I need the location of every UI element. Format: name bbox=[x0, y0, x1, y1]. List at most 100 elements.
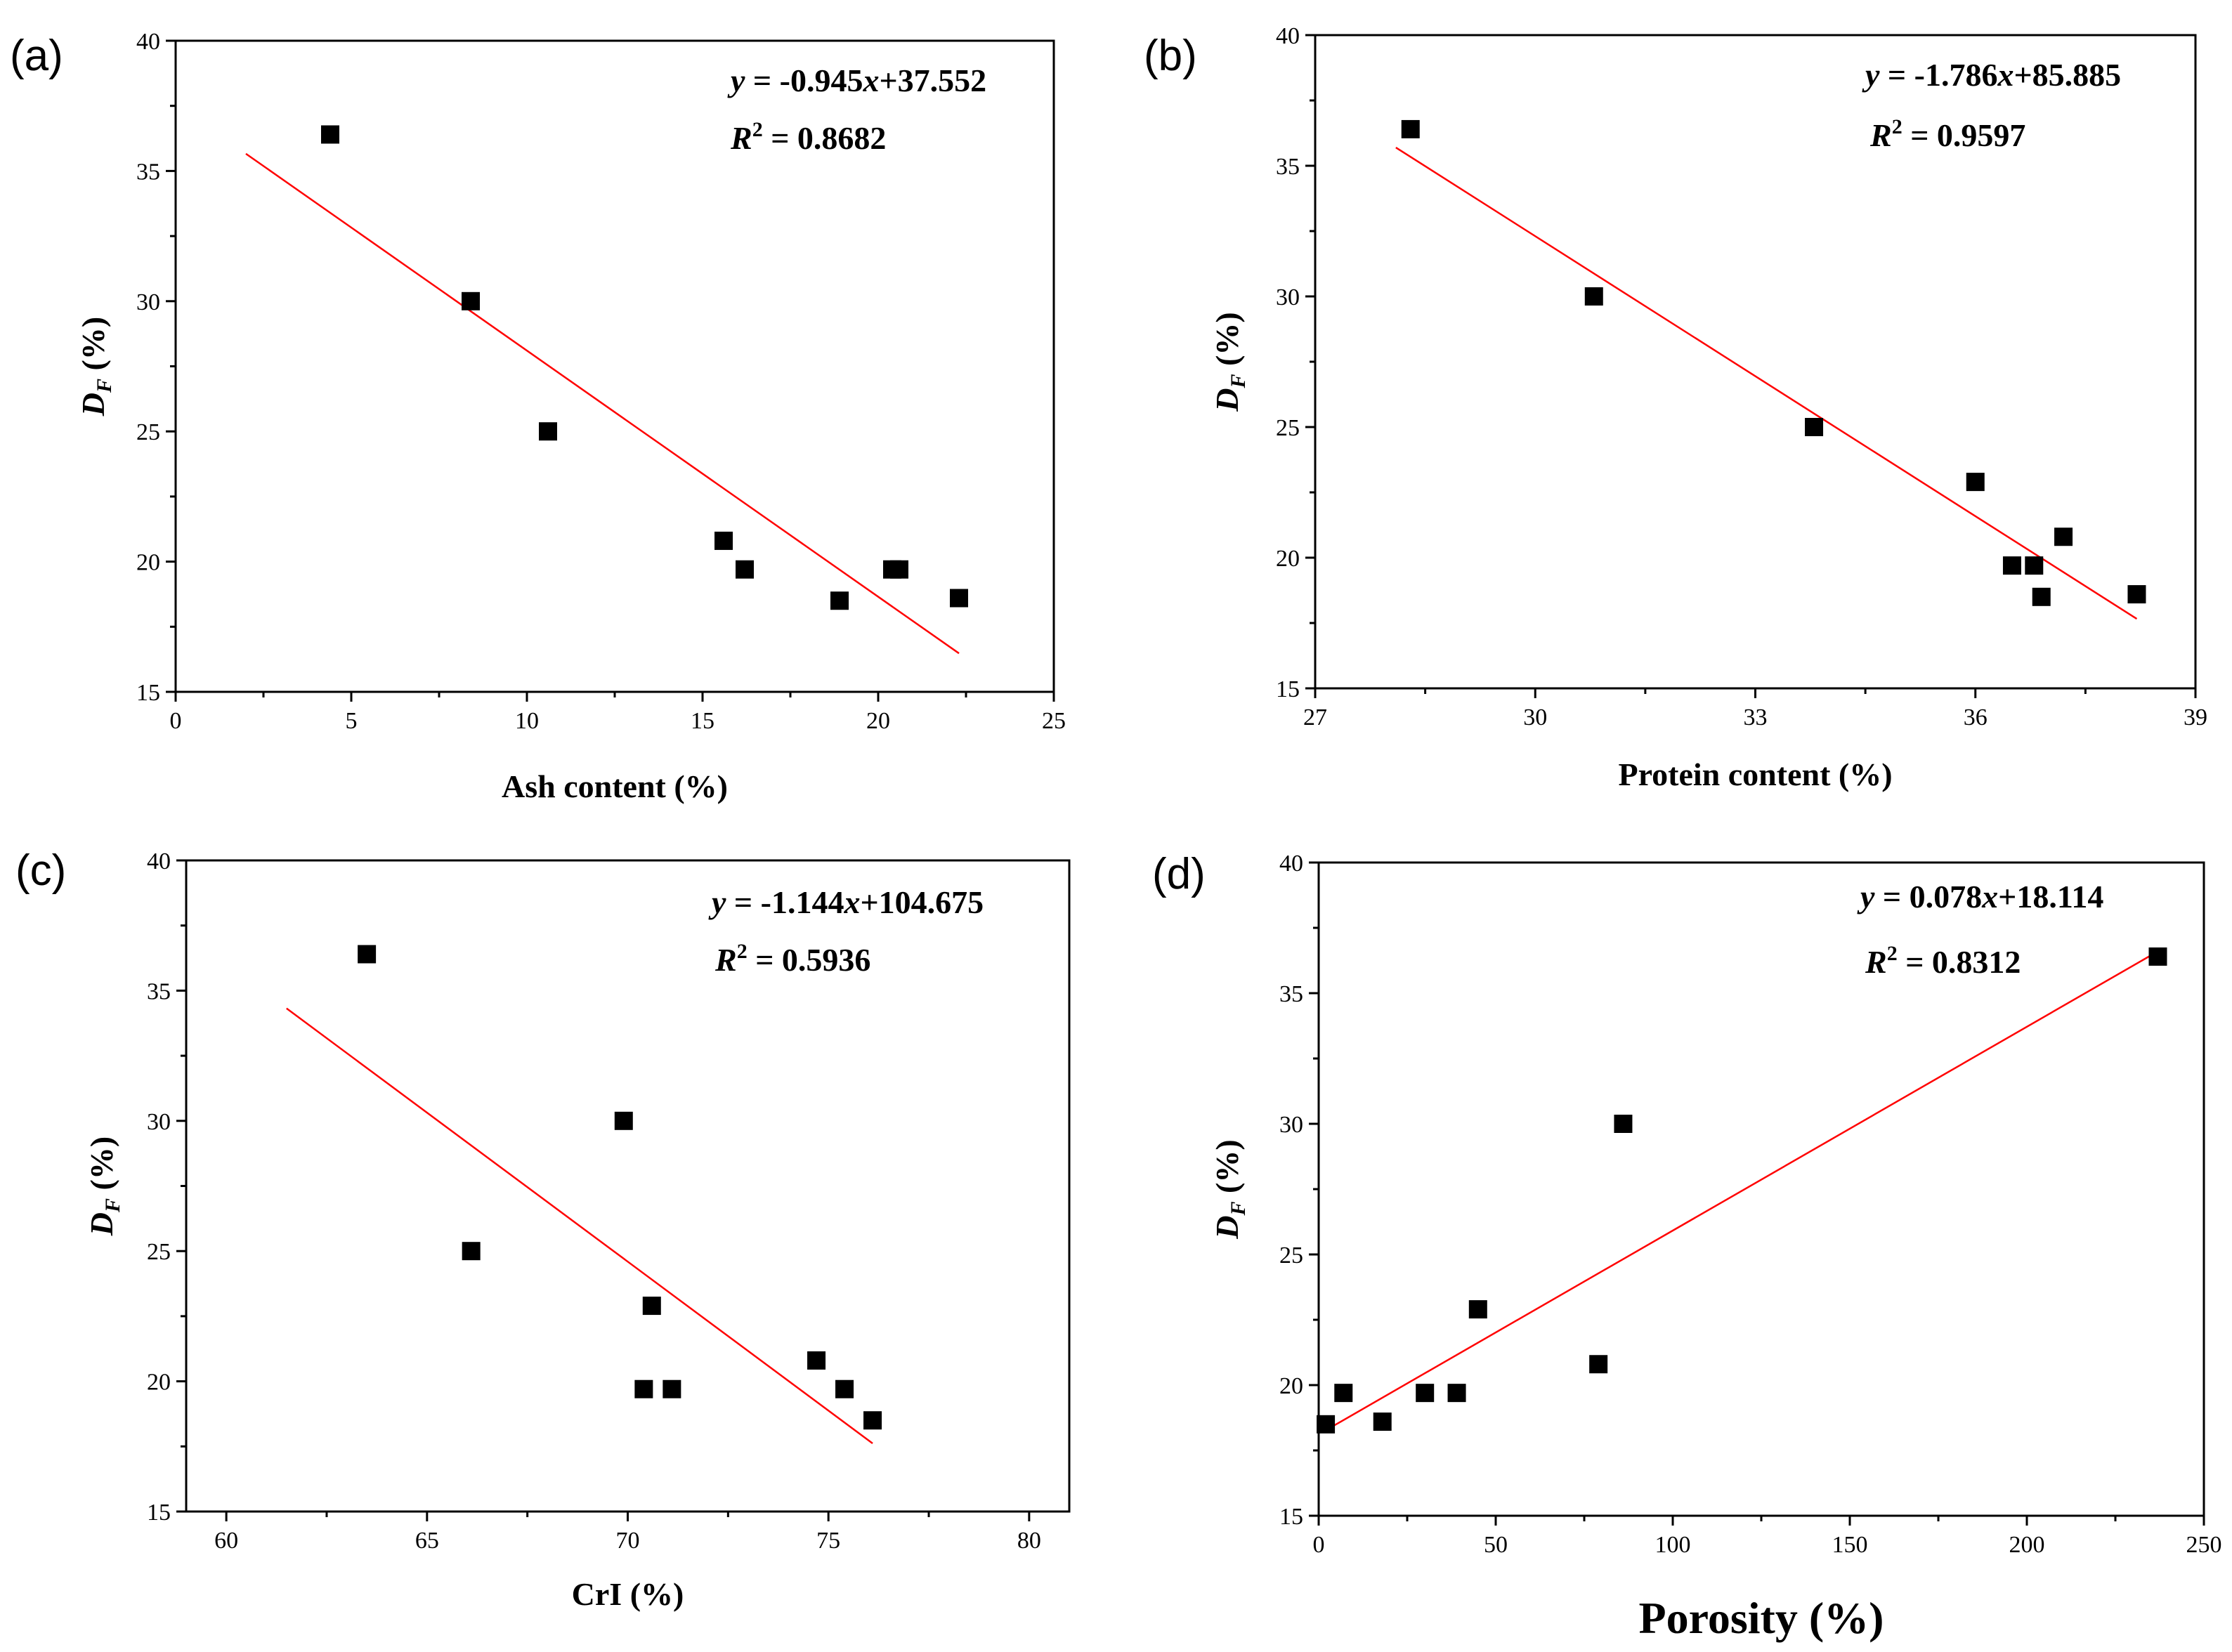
plot-frame bbox=[1314, 34, 2197, 690]
y-axis-title-rest: (%) bbox=[1209, 312, 1245, 374]
y-tick-label: 40 bbox=[147, 848, 171, 874]
y-tick-label: 15 bbox=[136, 680, 160, 706]
data-point bbox=[1401, 119, 1420, 138]
data-point bbox=[2127, 585, 2146, 604]
data-point bbox=[539, 422, 557, 441]
data-point bbox=[1584, 287, 1603, 306]
data-point bbox=[714, 531, 733, 550]
y-tick-label: 40 bbox=[1279, 851, 1303, 877]
regression-equation: y = 0.078x+18.114 bbox=[1857, 879, 2103, 914]
regression-equation: y = -1.144x+104.675 bbox=[708, 884, 984, 920]
data-point bbox=[1966, 473, 1985, 492]
y-axis-title-sub: F bbox=[1227, 374, 1250, 388]
y-tick-label: 20 bbox=[136, 550, 160, 576]
r-squared: R2 = 0.9597 bbox=[1869, 115, 2025, 153]
data-point bbox=[950, 589, 968, 608]
eq-x: x bbox=[1997, 57, 2014, 93]
x-tick-label: 15 bbox=[691, 708, 714, 734]
y-tick-label: 15 bbox=[1276, 676, 1300, 702]
y-axis-title: DF (%) bbox=[1209, 1139, 1250, 1239]
y-tick-label: 35 bbox=[147, 978, 171, 1004]
r2-value: = 0.5936 bbox=[748, 942, 871, 978]
y-tick-label: 20 bbox=[1276, 546, 1300, 572]
eq-slope: = 0.078 bbox=[1874, 879, 1982, 914]
x-tick-label: 33 bbox=[1744, 704, 1768, 730]
eq-intercept: +18.114 bbox=[1998, 879, 2103, 914]
plot-frame bbox=[174, 39, 1055, 693]
data-point bbox=[1334, 1384, 1353, 1403]
data-point bbox=[642, 1297, 661, 1316]
y-tick-label: 20 bbox=[147, 1370, 171, 1396]
x-tick-label: 50 bbox=[1484, 1532, 1508, 1558]
x-tick-label: 60 bbox=[214, 1528, 238, 1554]
regression-equation: y = -1.786x+85.885 bbox=[1862, 57, 2121, 93]
data-point bbox=[830, 591, 849, 610]
panel-label: (d) bbox=[1152, 850, 1206, 898]
y-axis-title-main: D bbox=[1209, 1215, 1245, 1239]
x-tick-label: 70 bbox=[616, 1528, 640, 1554]
eq-y: y bbox=[1862, 57, 1880, 93]
x-tick-label: 100 bbox=[1655, 1532, 1691, 1558]
eq-x: x bbox=[1981, 879, 1998, 914]
r2-r: R bbox=[1865, 944, 1887, 980]
y-axis-title-sub: F bbox=[101, 1198, 124, 1213]
fit-line bbox=[1325, 950, 2159, 1431]
y-tick-label: 20 bbox=[1279, 1373, 1303, 1399]
data-point bbox=[462, 291, 480, 310]
x-tick-label: 36 bbox=[1964, 704, 1988, 730]
y-tick-label: 15 bbox=[1279, 1504, 1303, 1530]
x-tick-label: 5 bbox=[346, 708, 358, 734]
panel-c: (c) 60 65 70 75 80 15 20 25 30 35 40 CrI (%) DF (%) y … bbox=[15, 846, 1071, 1612]
eq-x: x bbox=[862, 63, 879, 98]
eq-y: y bbox=[1857, 879, 1875, 914]
data-point bbox=[2054, 527, 2073, 546]
r2-r: R bbox=[1869, 117, 1892, 153]
r2-r: R bbox=[730, 120, 752, 156]
x-tick-label: 39 bbox=[2184, 704, 2207, 730]
eq-intercept: +37.552 bbox=[879, 63, 986, 98]
r2-value: = 0.8682 bbox=[763, 120, 887, 156]
y-axis-title-sub: F bbox=[1227, 1201, 1250, 1216]
data-point bbox=[863, 1411, 882, 1430]
x-tick-label: 0 bbox=[170, 708, 182, 734]
r2-sup: 2 bbox=[1892, 115, 1903, 138]
data-point bbox=[663, 1379, 681, 1398]
data-point bbox=[634, 1379, 653, 1398]
x-tick-label: 75 bbox=[816, 1528, 840, 1554]
data-point bbox=[1805, 418, 1824, 436]
y-axis-title: DF (%) bbox=[75, 317, 116, 417]
y-tick-label: 40 bbox=[1276, 23, 1300, 49]
y-tick-label: 25 bbox=[1279, 1243, 1303, 1268]
x-tick-label: 0 bbox=[1313, 1532, 1325, 1558]
data-point bbox=[1468, 1300, 1487, 1319]
data-point bbox=[2002, 556, 2021, 575]
r2-value: = 0.9597 bbox=[1903, 117, 2026, 153]
y-tick-label: 30 bbox=[1276, 284, 1300, 310]
y-tick-label: 40 bbox=[136, 29, 160, 55]
y-axis-title: DF (%) bbox=[84, 1136, 124, 1236]
y-axis-title-rest: (%) bbox=[75, 317, 111, 379]
x-axis-title: CrI (%) bbox=[572, 1576, 684, 1612]
data-point bbox=[1416, 1384, 1435, 1403]
panel-label: (c) bbox=[15, 846, 66, 895]
eq-slope: = -0.945 bbox=[745, 63, 863, 98]
x-tick-label: 25 bbox=[1042, 708, 1066, 734]
eq-intercept: +85.885 bbox=[2014, 57, 2121, 93]
regression-equation: y = -0.945x+37.552 bbox=[727, 63, 986, 98]
x-axis-title: Porosity (%) bbox=[1639, 1593, 1884, 1643]
panel-label: (b) bbox=[1144, 32, 1197, 80]
r2-sup: 2 bbox=[752, 118, 763, 141]
x-tick-label: 20 bbox=[866, 708, 890, 734]
data-point bbox=[890, 560, 908, 579]
data-point bbox=[835, 1379, 854, 1398]
y-axis-title-rest: (%) bbox=[84, 1136, 119, 1198]
eq-intercept: +104.675 bbox=[860, 884, 984, 920]
y-tick-label: 25 bbox=[136, 419, 160, 445]
y-axis-title-rest: (%) bbox=[1209, 1139, 1245, 1201]
x-tick-label: 10 bbox=[515, 708, 539, 734]
x-tick-label: 200 bbox=[2009, 1532, 2045, 1558]
y-tick-label: 30 bbox=[1279, 1112, 1303, 1138]
data-point bbox=[736, 560, 754, 579]
fit-line bbox=[1395, 146, 2138, 620]
